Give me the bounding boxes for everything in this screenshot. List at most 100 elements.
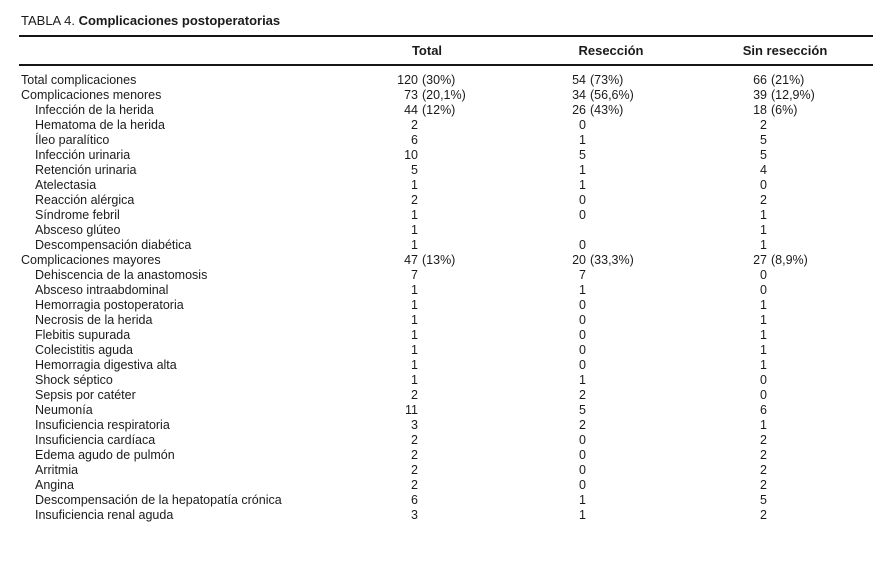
cell-reseccion-count: 26 <box>572 103 586 117</box>
cell-total-count: 2 <box>411 193 418 207</box>
cell-total-count: 2 <box>411 448 418 462</box>
table-row: Colecistitis aguda 1 0 1 <box>19 343 872 358</box>
cell-reseccion-percent: (73%) <box>590 73 624 87</box>
cell-reseccion: 2 <box>503 388 719 403</box>
cell-sin-reseccion: 1 <box>719 298 872 313</box>
cell-total: 1 <box>351 223 503 238</box>
cell-sin-reseccion: 1 <box>719 328 872 343</box>
cell-total-count: 2 <box>411 388 418 402</box>
cell-total-count: 1 <box>411 283 418 297</box>
cell-sin-reseccion-count: 1 <box>760 313 767 327</box>
cell-reseccion: 1 <box>503 373 719 388</box>
cell-reseccion: 0 <box>503 328 719 343</box>
cell-reseccion-count: 0 <box>579 193 586 207</box>
cell-sin-reseccion: 0 <box>719 373 872 388</box>
row-label: Dehiscencia de la anastomosis <box>35 268 208 282</box>
table-row: Insuficiencia respiratoria 3 2 1 <box>19 418 872 433</box>
cell-reseccion: 0 <box>503 313 719 328</box>
cell-sin-reseccion-count: 1 <box>760 358 767 372</box>
cell-total-count: 44 <box>404 103 418 117</box>
cell-sin-reseccion: 66 (21%) <box>719 73 872 88</box>
table-title: TABLA 4. Complicaciones postoperatorias <box>21 13 873 28</box>
cell-sin-reseccion: 1 <box>719 418 872 433</box>
cell-sin-reseccion-count: 1 <box>760 223 767 237</box>
cell-reseccion-count: 0 <box>579 343 586 357</box>
cell-sin-reseccion-count: 4 <box>760 163 767 177</box>
column-header-total: Total <box>411 43 443 58</box>
table-title-label: TABLA 4. <box>21 13 75 28</box>
cell-reseccion-percent: (33,3%) <box>590 253 634 267</box>
table-row: Reacción alérgica 2 0 2 <box>19 193 872 208</box>
cell-sin-reseccion: 1 <box>719 208 872 223</box>
table-row: Íleo paralítico 6 1 5 <box>19 133 872 148</box>
cell-total: 2 <box>351 193 503 208</box>
cell-sin-reseccion: 5 <box>719 133 872 148</box>
cell-sin-reseccion: 1 <box>719 343 872 358</box>
cell-total: 1 <box>351 178 503 193</box>
cell-sin-reseccion-count: 6 <box>760 403 767 417</box>
cell-total-count: 1 <box>411 178 418 192</box>
cell-sin-reseccion-count: 0 <box>760 373 767 387</box>
cell-reseccion: 1 <box>503 493 719 508</box>
cell-sin-reseccion-count: 5 <box>760 148 767 162</box>
cell-total-count: 7 <box>411 268 418 282</box>
row-label: Complicaciones menores <box>21 88 162 102</box>
cell-sin-reseccion: 39 (12,9%) <box>719 88 872 103</box>
cell-total-count: 2 <box>411 478 418 492</box>
cell-total-count: 73 <box>404 88 418 102</box>
table-row: Hematoma de la herida 2 0 2 <box>19 118 872 133</box>
cell-reseccion-count: 0 <box>579 358 586 372</box>
cell-total: 2 <box>351 463 503 478</box>
cell-reseccion: 26 (43%) <box>503 103 719 118</box>
cell-reseccion-count: 0 <box>579 448 586 462</box>
cell-sin-reseccion: 2 <box>719 508 872 523</box>
table-row: Sepsis por catéter 2 2 0 <box>19 388 872 403</box>
cell-total-count: 3 <box>411 418 418 432</box>
cell-reseccion-count: 0 <box>579 208 586 222</box>
cell-reseccion-count: 2 <box>579 388 586 402</box>
row-label: Edema agudo de pulmón <box>35 448 175 462</box>
table-title-text: Complicaciones postoperatorias <box>78 13 281 28</box>
cell-reseccion-count: 1 <box>579 178 586 192</box>
cell-total-count: 120 <box>397 73 418 87</box>
cell-sin-reseccion: 1 <box>719 238 872 253</box>
row-label: Complicaciones mayores <box>21 253 161 267</box>
cell-total: 1 <box>351 313 503 328</box>
table-row: Total complicaciones 120 (30%) 54 (73%) 66… <box>19 73 872 88</box>
cell-total: 1 <box>351 238 503 253</box>
cell-total-percent: (20,1%) <box>422 88 466 102</box>
table-row: Insuficiencia cardíaca 2 0 2 <box>19 433 872 448</box>
cell-reseccion-count: 1 <box>579 163 586 177</box>
table-row: Flebitis supurada 1 0 1 <box>19 328 872 343</box>
row-label: Neumonía <box>35 403 93 417</box>
column-header-reseccion: Resección <box>578 43 644 58</box>
cell-sin-reseccion-count: 0 <box>760 388 767 402</box>
table-row: Hemorragia digestiva alta 1 0 1 <box>19 358 872 373</box>
cell-reseccion-count: 0 <box>579 478 586 492</box>
cell-reseccion-count: 5 <box>579 148 586 162</box>
cell-reseccion-count: 34 <box>572 88 586 102</box>
cell-sin-reseccion-count: 1 <box>760 418 767 432</box>
header-spacer <box>19 43 351 58</box>
table-body: Total complicaciones 120 (30%) 54 (73%) 66… <box>19 66 873 523</box>
cell-total-count: 1 <box>411 298 418 312</box>
cell-reseccion: 0 <box>503 463 719 478</box>
cell-total: 120 (30%) <box>351 73 503 88</box>
cell-reseccion-count: 1 <box>579 493 586 507</box>
cell-total-count: 1 <box>411 238 418 252</box>
row-label: Atelectasia <box>35 178 97 192</box>
cell-reseccion-percent: (43%) <box>590 103 624 117</box>
row-label: Hematoma de la herida <box>35 118 165 132</box>
cell-total: 73 (20,1%) <box>351 88 503 103</box>
cell-total-count: 6 <box>411 493 418 507</box>
cell-total: 2 <box>351 388 503 403</box>
cell-sin-reseccion: 2 <box>719 463 872 478</box>
cell-reseccion: 1 <box>503 283 719 298</box>
cell-sin-reseccion: 2 <box>719 193 872 208</box>
cell-total: 5 <box>351 163 503 178</box>
table-row: Descompensación diabética 1 0 1 <box>19 238 872 253</box>
cell-reseccion: 0 <box>503 298 719 313</box>
cell-total: 1 <box>351 328 503 343</box>
row-label: Retención urinaria <box>35 163 137 177</box>
